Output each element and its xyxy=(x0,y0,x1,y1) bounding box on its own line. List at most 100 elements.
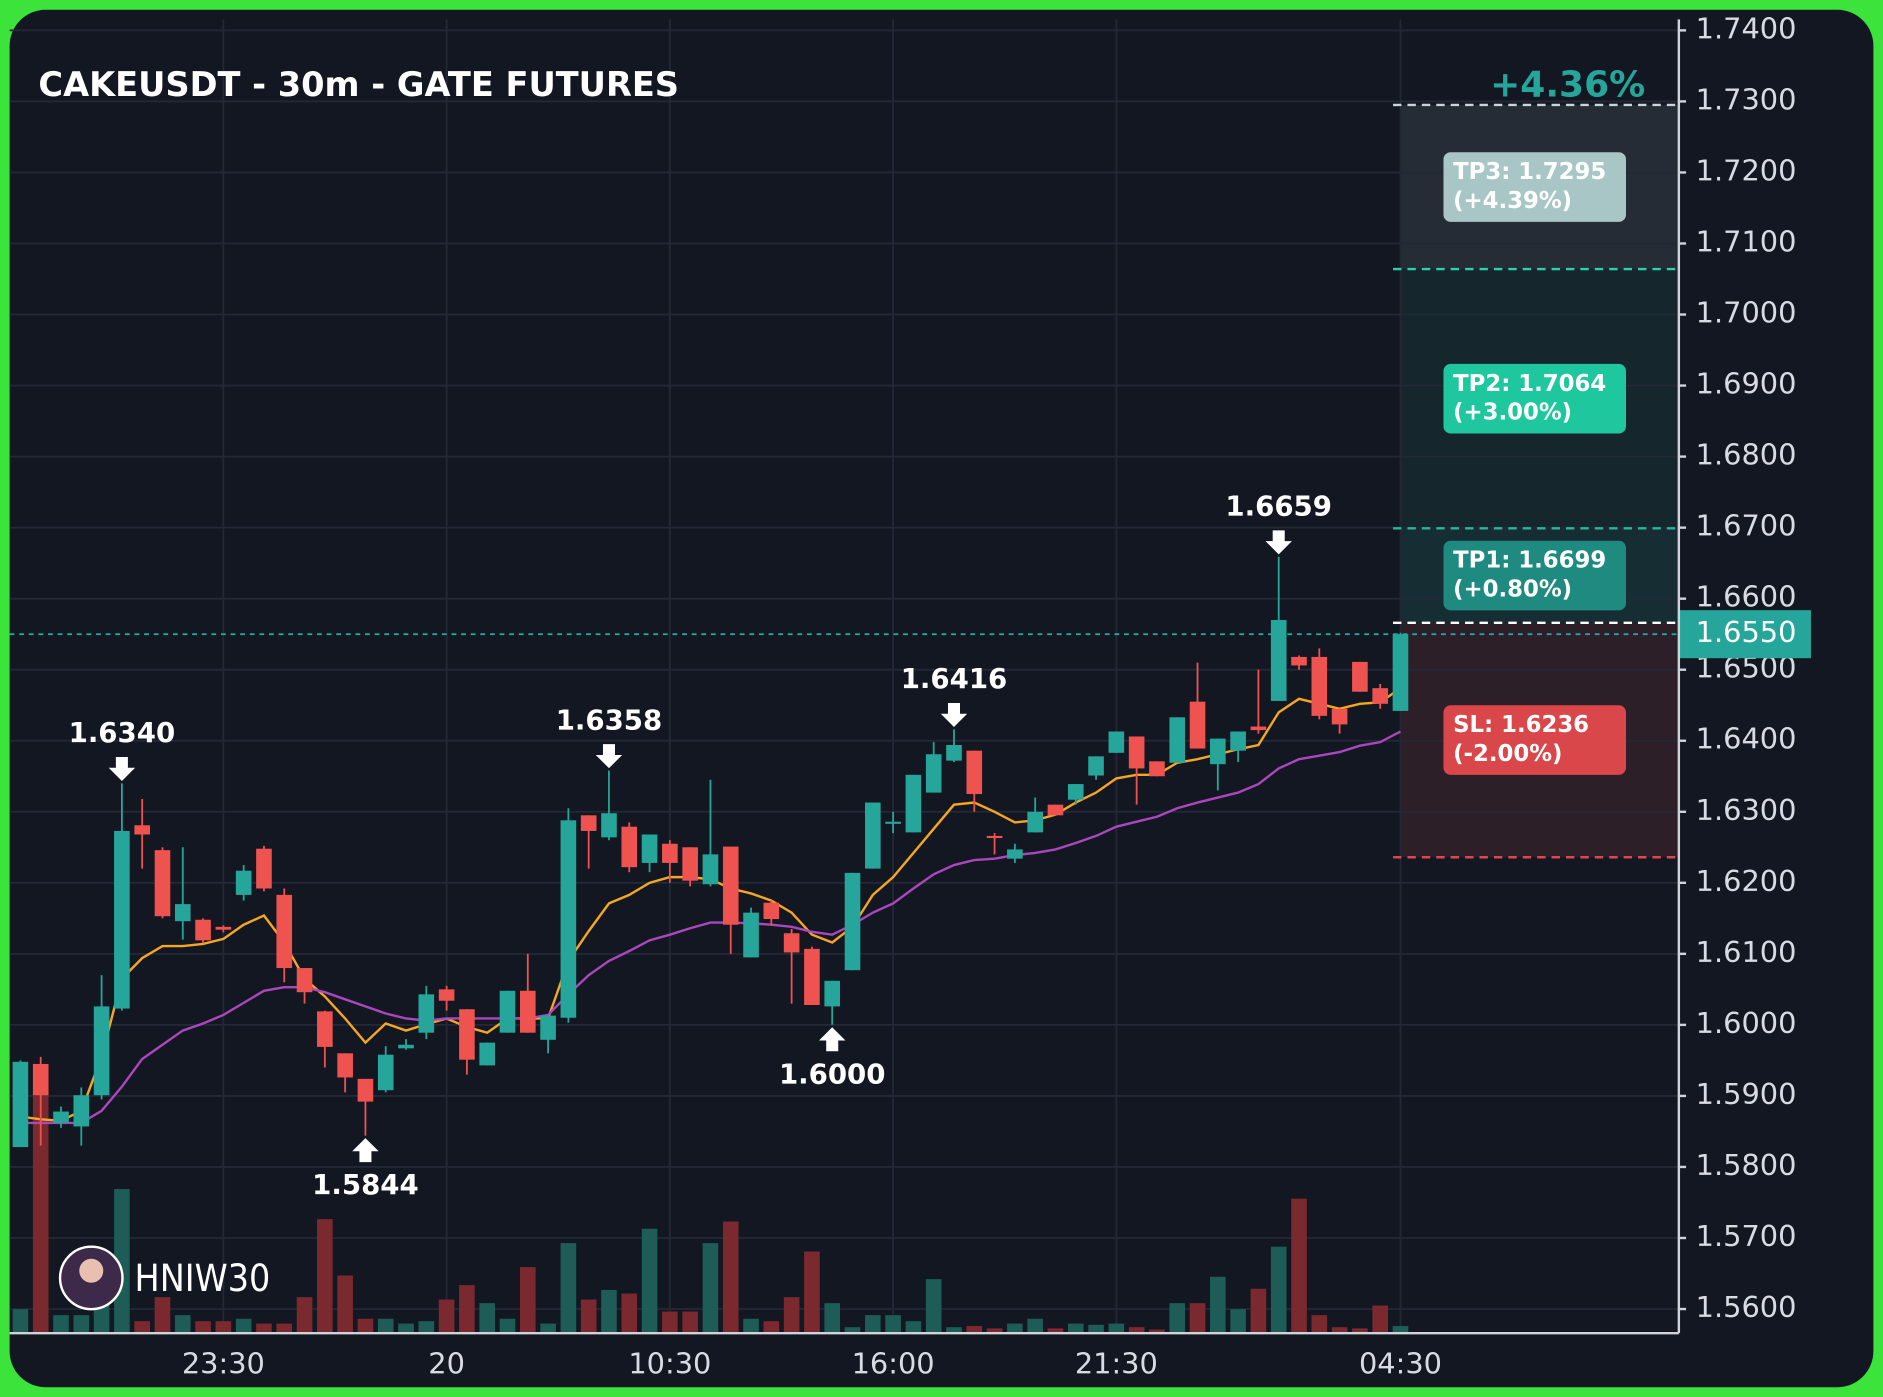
volume-bar xyxy=(73,1315,90,1334)
volume-bar xyxy=(1352,1328,1368,1334)
watermark: HNIW30 xyxy=(135,1256,271,1300)
volume-bar xyxy=(235,1318,252,1334)
candle-body xyxy=(418,994,435,1033)
x-tick-label: 21:30 xyxy=(1075,1347,1158,1381)
annotation-label: 1.6416 xyxy=(901,662,1008,695)
candle-body xyxy=(925,754,942,793)
x-tick-label: 16:00 xyxy=(852,1347,935,1381)
candle-body xyxy=(1392,634,1409,711)
candle-body xyxy=(134,825,150,835)
volume-bar xyxy=(12,1309,29,1334)
candle-body xyxy=(438,989,455,1001)
x-tick-label: 23:30 xyxy=(182,1347,265,1381)
candle-body xyxy=(1067,784,1084,800)
candle-body xyxy=(804,948,820,1005)
candle-body xyxy=(154,850,171,917)
volume-bar xyxy=(1392,1325,1409,1334)
volume-bar xyxy=(1108,1323,1125,1334)
y-tick-label: 1.6200 xyxy=(1696,864,1797,898)
volume-bar xyxy=(946,1327,962,1334)
candle-body xyxy=(337,1053,353,1078)
level-label: TP2: 1.7064 xyxy=(1453,371,1606,397)
x-tick-label: 10:30 xyxy=(628,1347,711,1381)
candle-body xyxy=(1169,717,1186,763)
level-box xyxy=(1443,705,1627,775)
candle-body xyxy=(946,745,962,761)
volume-bar xyxy=(966,1325,983,1334)
candle-body xyxy=(865,802,881,869)
annotation-label: 1.5844 xyxy=(312,1168,419,1201)
volume-bar xyxy=(134,1321,150,1334)
level-pct: (+0.80%) xyxy=(1453,576,1572,602)
volume-bar xyxy=(337,1275,353,1334)
x-tick-label: 04:30 xyxy=(1359,1347,1442,1381)
level-label: TP1: 1.6699 xyxy=(1453,548,1606,574)
volume-bar xyxy=(32,1092,49,1334)
volume-bar xyxy=(499,1318,516,1334)
candle-body xyxy=(1128,736,1145,769)
candle-body xyxy=(1027,811,1043,833)
arrow-up xyxy=(352,1138,379,1163)
candle-body xyxy=(1007,849,1023,859)
candle-body xyxy=(824,980,841,1007)
candle-body xyxy=(93,1006,110,1096)
change-label: +4.36% xyxy=(1490,65,1645,106)
volume-bar xyxy=(459,1285,475,1334)
candle-body xyxy=(459,1009,475,1060)
volume-bar xyxy=(519,1267,536,1334)
volume-bar xyxy=(560,1243,577,1334)
arrow-down xyxy=(595,744,623,769)
volume-bar xyxy=(885,1315,901,1334)
volume-bar xyxy=(53,1315,69,1334)
level-label: TP3: 1.7295 xyxy=(1453,159,1606,185)
y-tick-label: 1.7200 xyxy=(1696,153,1797,187)
candle-body xyxy=(479,1042,496,1066)
level-pct: (+4.39%) xyxy=(1453,188,1572,214)
volume-bar xyxy=(1230,1309,1246,1334)
y-tick-label: 1.5700 xyxy=(1696,1219,1797,1253)
candle-body xyxy=(1250,726,1267,731)
volume-bar xyxy=(215,1321,232,1334)
candle-body xyxy=(641,834,658,863)
ma-line xyxy=(20,730,1402,1125)
candle-body xyxy=(986,835,1003,839)
volume-bar xyxy=(377,1318,394,1334)
candle-body xyxy=(722,846,739,925)
candle-body xyxy=(885,821,901,824)
y-tick-label: 1.6900 xyxy=(1696,367,1797,401)
volume-bar xyxy=(357,1318,374,1334)
candle-body xyxy=(763,902,780,920)
candle-body xyxy=(844,872,861,971)
candle-body xyxy=(1108,731,1125,753)
volume-bar xyxy=(682,1311,698,1334)
y-tick-label: 1.6400 xyxy=(1696,722,1797,756)
candle-body xyxy=(966,750,983,795)
volume-bar xyxy=(601,1289,617,1334)
y-tick-label: 1.6300 xyxy=(1696,793,1797,827)
volume-bar xyxy=(865,1315,881,1334)
candle-body xyxy=(621,826,638,868)
volume-bar xyxy=(114,1189,130,1334)
volume-bar xyxy=(540,1323,556,1334)
arrow-up xyxy=(819,1027,846,1052)
annotation-label: 1.6659 xyxy=(1225,490,1332,523)
annotation-label: 1.6000 xyxy=(779,1057,886,1090)
volume-bar xyxy=(743,1318,759,1334)
candle-body xyxy=(357,1078,374,1102)
volume-bar xyxy=(317,1219,333,1334)
candle-body xyxy=(905,774,922,833)
volume-bar xyxy=(621,1293,638,1334)
candle-body xyxy=(1291,656,1307,666)
volume-bar xyxy=(1027,1318,1043,1334)
volume-bar xyxy=(1372,1305,1388,1334)
candle-body xyxy=(1149,761,1165,777)
candle-body xyxy=(1352,661,1368,692)
volume-bar xyxy=(1088,1324,1104,1334)
y-tick-label: 1.6700 xyxy=(1696,509,1797,543)
y-tick-label: 1.7300 xyxy=(1696,82,1797,116)
volume-bar xyxy=(398,1323,414,1334)
level-pct: (+3.00%) xyxy=(1453,400,1572,426)
volume-bar xyxy=(438,1299,455,1334)
